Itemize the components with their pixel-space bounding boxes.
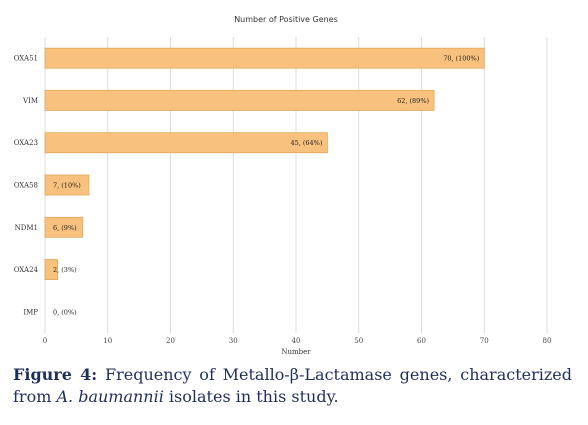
caption-label: Figure 4: — [13, 365, 98, 384]
category-label: IMP — [23, 308, 38, 316]
x-tick-label: 50 — [354, 337, 363, 345]
bar-oxa24 — [44, 259, 58, 280]
x-tick-label: 30 — [229, 337, 238, 345]
data-label: 70, (100%) — [443, 55, 480, 63]
caption-text: Frequency of Metallo-β-Lactamase genes, … — [13, 365, 572, 406]
data-label: 62, (89%) — [397, 97, 429, 105]
data-label: 45, (64%) — [290, 139, 322, 147]
category-label: OXA58 — [14, 182, 38, 190]
category-labels: OXA51 VIM OXA23 OXA58 NDM1 OXA24 IMP — [14, 55, 39, 317]
x-axis-title: Number — [281, 348, 311, 356]
x-tick-label: 60 — [417, 337, 426, 345]
data-label: 0, (0%) — [53, 308, 77, 316]
x-tick-label: 20 — [166, 337, 175, 345]
data-label: 7, (10%) — [53, 182, 81, 190]
x-tick-label: 40 — [292, 337, 301, 345]
caption-text-end: isolates in this study. — [163, 387, 339, 406]
category-label: NDM1 — [15, 224, 38, 232]
gridlines — [44, 37, 548, 333]
figure-caption: Figure 4: Frequency of Metallo-β-Lactama… — [13, 364, 572, 408]
bar-oxa51 — [44, 47, 485, 69]
x-tick-label: 0 — [43, 337, 47, 345]
data-labels: 70, (100%) 62, (89%) 45, (64%) 7, (10%) 6, (… — [53, 55, 480, 317]
bar-chart: Number of Positive Genes OXA51VIMOXA23OX… — [14, 15, 552, 356]
bars — [44, 47, 485, 280]
category-label: OXA51 — [14, 55, 38, 63]
category-label: OXA23 — [14, 139, 38, 147]
category-label: OXA24 — [14, 266, 39, 274]
caption-species: A. baumannii — [56, 387, 164, 406]
bar-vim — [44, 90, 435, 111]
bar-ndm1 — [44, 216, 84, 238]
data-label: 6, (9%) — [53, 224, 77, 232]
x-tick-label: 70 — [480, 337, 489, 345]
x-tick-label: 80 — [543, 337, 552, 345]
bar-oxa23 — [44, 132, 328, 154]
category-label: VIM — [22, 97, 38, 105]
x-tick-labels: 0 10 20 30 40 50 60 70 80 — [43, 337, 552, 345]
data-label: 2, (3%) — [53, 266, 77, 274]
x-tick-label: 10 — [103, 337, 112, 345]
chart-title: Number of Positive Genes — [234, 15, 338, 24]
bar-oxa58 — [44, 174, 90, 196]
